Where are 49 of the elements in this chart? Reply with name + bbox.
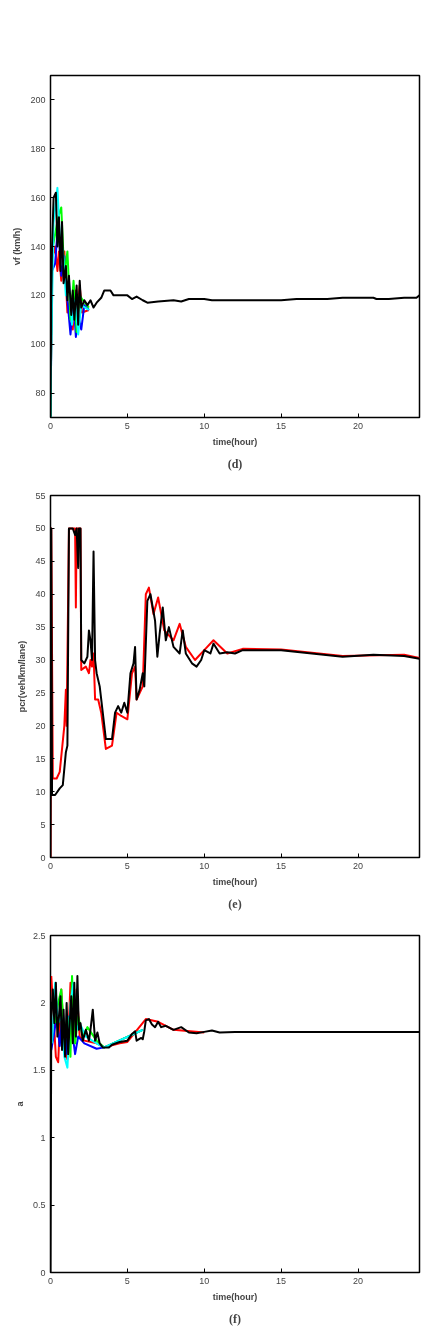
y-tick-label: 2.5 (32, 930, 46, 941)
y-tick-label: 35 (35, 622, 46, 633)
y-tick-label: 2 (40, 997, 46, 1008)
y-tick-label: 50 (35, 523, 46, 534)
y-tick-label: 120 (30, 290, 46, 301)
x-tick-label: 5 (124, 420, 130, 431)
y-tick-label: 1.5 (32, 1065, 46, 1076)
y-tick-label: 140 (30, 241, 46, 252)
text: (e) (228, 896, 242, 911)
x-tick-label: 0 (48, 860, 54, 871)
x-tick-label: 5 (124, 1275, 130, 1286)
y-tick-label: 10 (35, 786, 46, 797)
y-tick-label: 1 (40, 1132, 46, 1143)
x-tick-label: 10 (199, 860, 210, 871)
x-tick-label: 5 (124, 860, 130, 871)
x-tick-label: 20 (352, 1275, 364, 1286)
y-tick-label: 0 (40, 1267, 46, 1278)
x-tick-label: 20 (352, 420, 364, 431)
y-tick-label: 5 (40, 819, 46, 830)
y-axis-title: pcr(veh/km/lane) (17, 640, 28, 713)
x-tick-label: 15 (276, 420, 287, 431)
x-tick-label: 0 (48, 420, 54, 431)
y-tick-label: 0.5 (32, 1200, 46, 1211)
text: (d) (227, 456, 243, 471)
y-tick-label: 80 (35, 388, 46, 399)
y-tick-label: 100 (30, 339, 46, 350)
y-tick-label: 200 (30, 94, 46, 105)
x-axis-title: time(hour) (212, 1291, 258, 1302)
x-tick-label: 15 (276, 860, 287, 871)
x-tick-label: 0 (48, 1275, 54, 1286)
x-tick-label: 20 (352, 860, 364, 871)
x-tick-label: 10 (199, 420, 210, 431)
y-tick-label: 0 (40, 852, 46, 863)
y-tick-label: 25 (35, 687, 46, 698)
y-tick-label: 180 (30, 143, 46, 154)
y-axis-title: vf (km/h) (12, 227, 23, 266)
y-tick-label: 45 (35, 556, 46, 567)
y-tick-label: 15 (35, 753, 46, 764)
x-tick-label: 15 (276, 1275, 287, 1286)
y-tick-label: 55 (35, 490, 46, 501)
text: (f) (229, 1311, 242, 1326)
y-tick-label: 20 (35, 720, 46, 731)
y-axis-title: a (14, 1100, 25, 1107)
x-axis-title: time(hour) (212, 876, 258, 887)
y-tick-label: 40 (35, 589, 46, 600)
y-tick-label: 160 (30, 192, 46, 203)
x-axis-title: time(hour) (212, 436, 258, 447)
x-tick-label: 10 (199, 1275, 210, 1286)
y-tick-label: 30 (35, 655, 46, 666)
